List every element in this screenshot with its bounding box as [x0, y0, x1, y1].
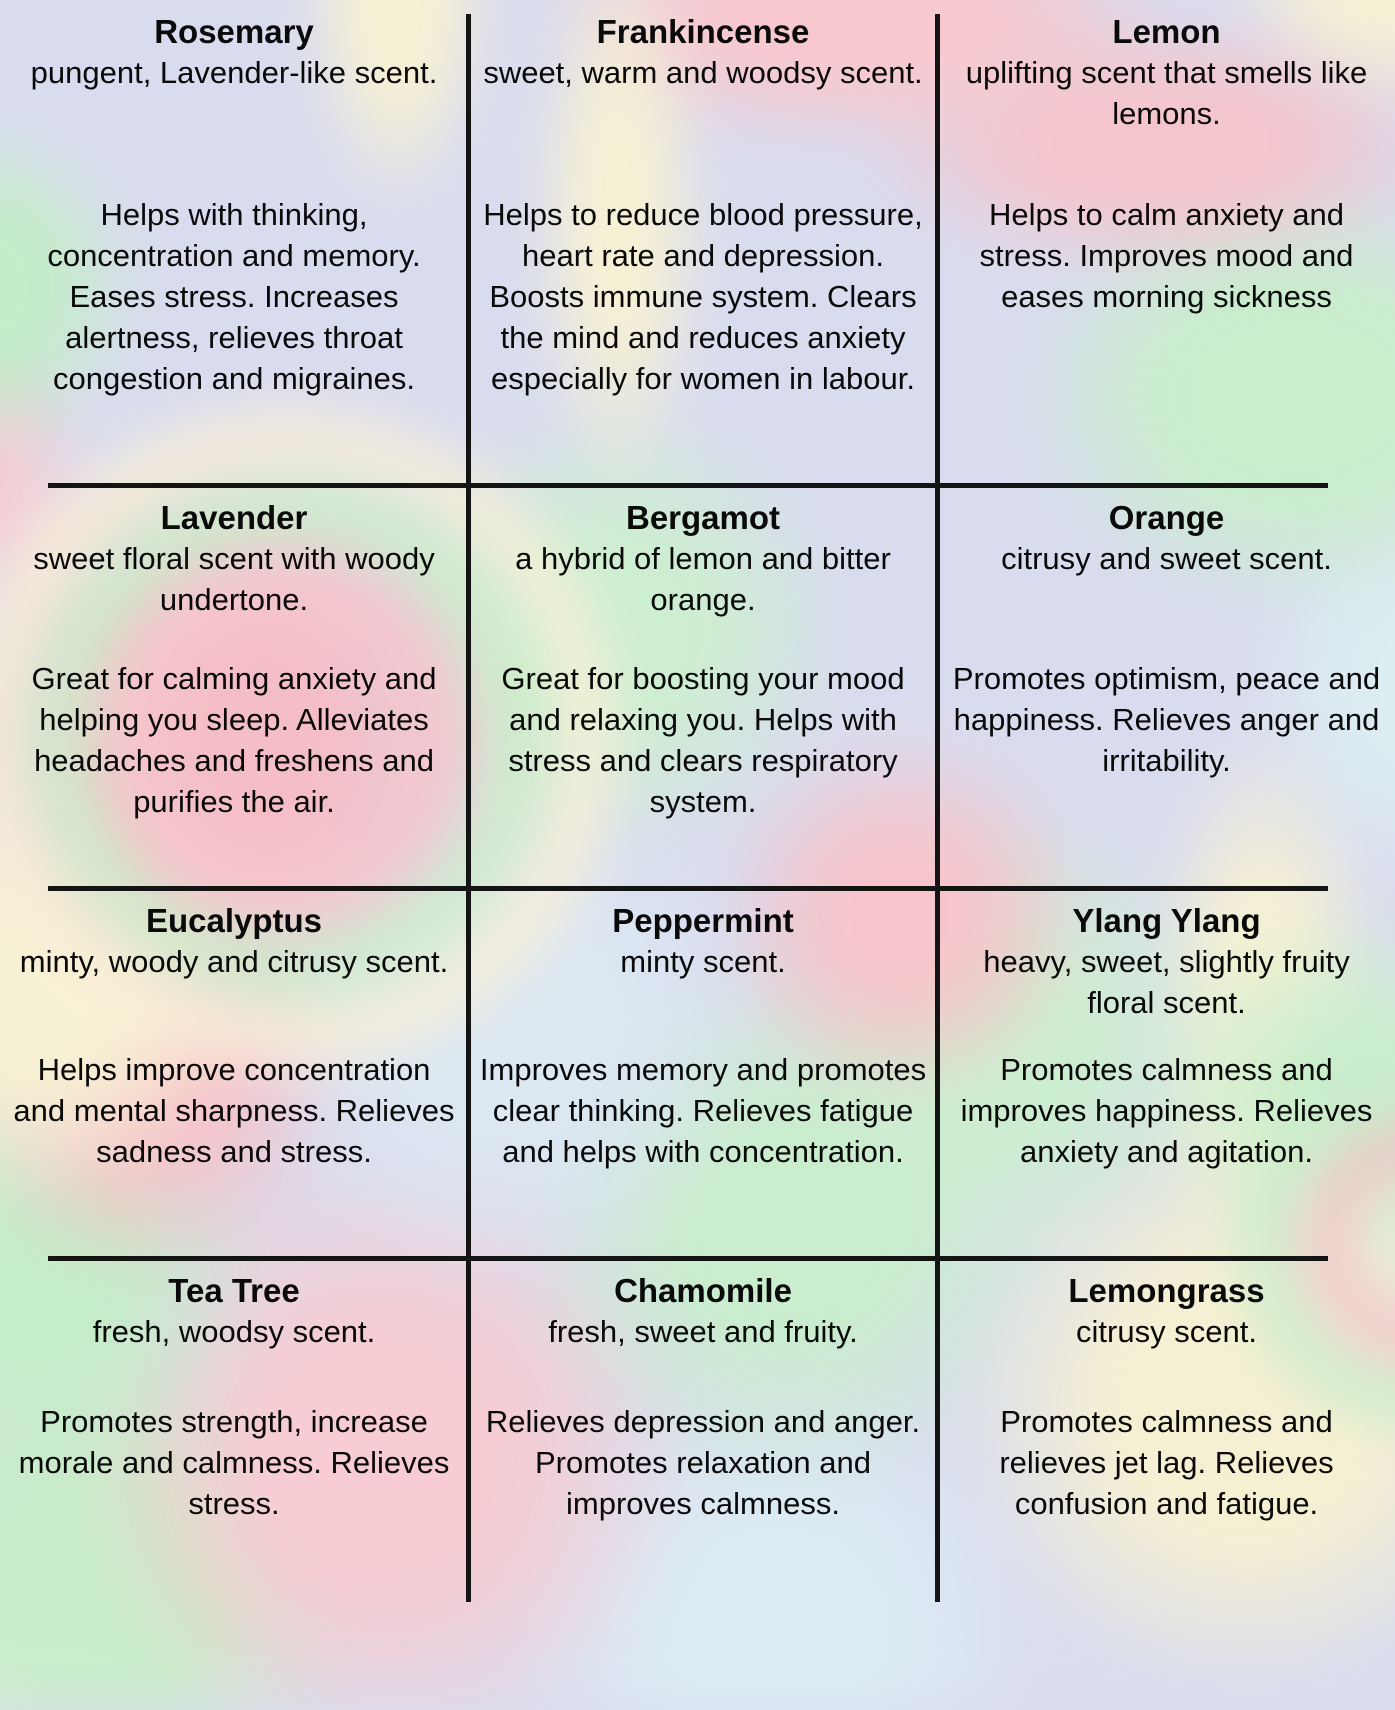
- oil-benefits: Relieves depression and anger. Promotes …: [485, 1404, 921, 1521]
- oil-scent: minty scent.: [620, 944, 786, 979]
- oil-name: Bergamot: [625, 499, 781, 536]
- oil-name: Tea Tree: [168, 1272, 300, 1309]
- oil-scent: citrusy and sweet scent.: [1001, 541, 1332, 576]
- oil-benefits: Helps to reduce blood pressure, heart ra…: [483, 197, 923, 396]
- oil-benefits: Promotes strength, increase morale and c…: [18, 1404, 450, 1521]
- cell-chamomile: Chamomile fresh, sweet and fruity. Relie…: [468, 1259, 938, 1620]
- oil-benefits: Promotes calmness and relieves jet lag. …: [999, 1404, 1334, 1521]
- oil-scent: minty, woody and citrusy scent.: [19, 944, 449, 979]
- cell-bergamot: Bergamot a hybrid of lemon and bitter or…: [468, 486, 938, 889]
- oil-name: Chamomile: [614, 1272, 792, 1309]
- oil-benefits: Promotes optimism, peace and happiness. …: [952, 661, 1381, 778]
- oil-scent: uplifting scent that smells like lemons.: [965, 55, 1368, 131]
- oil-scent: pungent, Lavender-like scent.: [30, 55, 438, 90]
- cell-rosemary: Rosemary pungent, Lavender-like scent. H…: [0, 0, 468, 486]
- cell-frankincense: Frankincense sweet, warm and woodsy scen…: [468, 0, 938, 486]
- oil-scent: heavy, sweet, slightly fruity floral sce…: [983, 944, 1350, 1020]
- oil-name: Rosemary: [154, 13, 314, 50]
- oil-name: Lemon: [1112, 13, 1221, 50]
- oil-scent: a hybrid of lemon and bitter orange.: [515, 541, 891, 617]
- oil-benefits: Helps with thinking, concentration and m…: [47, 197, 421, 396]
- oil-benefits: Great for boosting your mood and relaxin…: [501, 661, 905, 819]
- oil-name: Frankincense: [596, 13, 810, 50]
- cell-lemon: Lemon uplifting scent that smells like l…: [938, 0, 1395, 486]
- cell-lemongrass: Lemongrass citrusy scent. Promotes calmn…: [938, 1259, 1395, 1620]
- oil-scent: sweet, warm and woodsy scent.: [483, 55, 923, 90]
- essential-oils-table: Rosemary pungent, Lavender-like scent. H…: [0, 0, 1395, 1620]
- oil-scent: citrusy scent.: [1076, 1314, 1257, 1349]
- oil-scent: fresh, sweet and fruity.: [548, 1314, 858, 1349]
- oil-name: Peppermint: [612, 902, 794, 939]
- cell-eucalyptus: Eucalyptus minty, woody and citrusy scen…: [0, 889, 468, 1259]
- oil-benefits: Improves memory and promotes clear think…: [479, 1052, 927, 1169]
- oil-benefits: Helps to calm anxiety and stress. Improv…: [979, 197, 1354, 314]
- cell-lavender: Lavender sweet floral scent with woody u…: [0, 486, 468, 889]
- oil-scent: sweet floral scent with woody undertone.: [33, 541, 435, 617]
- row-divider-2: [48, 886, 1328, 891]
- oil-benefits: Great for calming anxiety and helping yo…: [31, 661, 437, 819]
- oil-benefits: Promotes calmness and improves happiness…: [960, 1052, 1373, 1169]
- oil-benefits: Helps improve concentration and mental s…: [13, 1052, 455, 1169]
- cell-tea-tree: Tea Tree fresh, woodsy scent. Promotes s…: [0, 1259, 468, 1620]
- column-divider-right: [935, 14, 940, 1602]
- cell-peppermint: Peppermint minty scent. Improves memory …: [468, 889, 938, 1259]
- oil-name: Orange: [1108, 499, 1225, 536]
- column-divider-left: [466, 14, 471, 1602]
- oil-name: Lemongrass: [1068, 1272, 1265, 1309]
- oil-name: Lavender: [160, 499, 308, 536]
- oil-name: Ylang Ylang: [1072, 902, 1261, 939]
- cell-orange: Orange citrusy and sweet scent. Promotes…: [938, 486, 1395, 889]
- oil-scent: fresh, woodsy scent.: [92, 1314, 376, 1349]
- row-divider-1: [48, 483, 1328, 488]
- cell-ylang-ylang: Ylang Ylang heavy, sweet, slightly fruit…: [938, 889, 1395, 1259]
- row-divider-3: [48, 1256, 1328, 1261]
- oil-name: Eucalyptus: [145, 902, 323, 939]
